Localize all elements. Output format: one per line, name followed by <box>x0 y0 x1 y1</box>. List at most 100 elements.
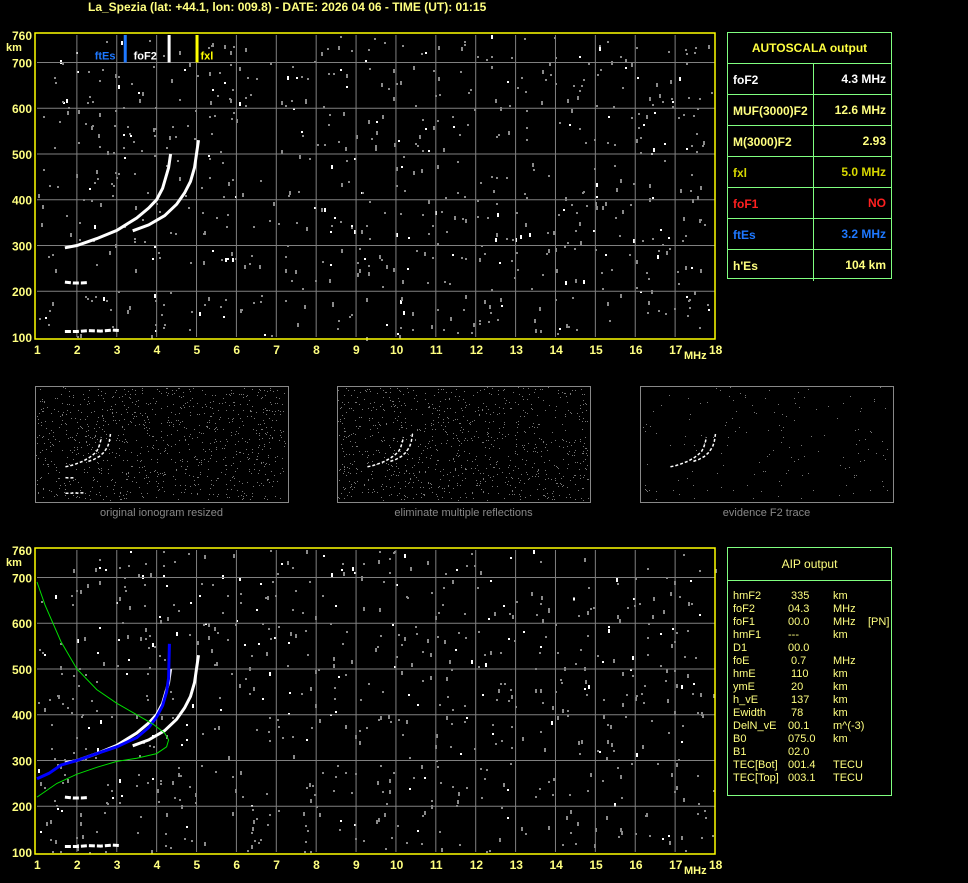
noise-dot <box>371 410 372 411</box>
aip-value: 003.1 <box>788 772 816 784</box>
noise-dot <box>249 263 251 265</box>
noise-dot <box>414 465 415 466</box>
noise-dot <box>252 406 253 407</box>
noise-dot <box>215 423 216 424</box>
noise-dot <box>226 465 227 466</box>
noise-dot <box>397 407 398 408</box>
autoscala-key: MUF(3000)F2 <box>733 104 808 118</box>
noise-dot <box>512 491 513 492</box>
noise-dot <box>391 475 392 476</box>
noise-dot <box>389 572 391 574</box>
noise-dot <box>467 460 468 461</box>
noise-dot <box>570 480 571 481</box>
noise-dot <box>512 490 513 491</box>
autoscala-value: NO <box>813 188 886 219</box>
noise-dot <box>106 438 107 439</box>
noise-dot <box>236 451 237 452</box>
noise-dot <box>459 396 460 397</box>
noise-dot <box>81 487 82 488</box>
noise-dot <box>379 255 381 259</box>
noise-dot <box>614 803 616 807</box>
noise-dot <box>389 790 391 794</box>
noise-dot <box>282 737 284 739</box>
noise-dot <box>774 412 775 413</box>
noise-dot <box>265 395 266 396</box>
noise-dot <box>240 452 241 453</box>
noise-dot <box>107 486 108 487</box>
noise-dot <box>345 725 347 729</box>
noise-dot <box>224 448 225 449</box>
noise-dot <box>249 469 250 470</box>
noise-dot <box>62 414 63 415</box>
noise-dot <box>83 455 84 456</box>
noise-dot <box>419 429 420 430</box>
noise-dot <box>392 624 394 626</box>
noise-dot <box>553 496 554 497</box>
noise-dot <box>370 429 371 430</box>
noise-dot <box>685 235 687 237</box>
noise-dot <box>230 480 231 481</box>
noise-dot <box>428 407 429 408</box>
noise-dot <box>574 455 575 456</box>
noise-dot <box>67 410 68 411</box>
noise-dot <box>253 820 255 824</box>
noise-dot <box>141 447 142 448</box>
noise-dot <box>243 453 244 454</box>
noise-dot <box>220 441 221 442</box>
noise-dot <box>587 465 588 466</box>
noise-dot <box>548 478 549 479</box>
noise-dot <box>368 479 369 480</box>
noise-dot <box>163 327 165 329</box>
noise-dot <box>146 403 147 404</box>
noise-dot <box>368 683 370 685</box>
noise-dot <box>203 624 205 626</box>
noise-dot <box>673 490 674 491</box>
noise-dot <box>380 635 382 637</box>
noise-dot <box>231 432 232 433</box>
noise-dot <box>135 394 136 395</box>
noise-dot <box>525 412 526 413</box>
noise-dot <box>824 435 825 436</box>
noise-dot <box>801 445 802 446</box>
noise-dot <box>87 445 88 446</box>
noise-dot <box>211 480 212 481</box>
noise-dot <box>587 421 588 422</box>
noise-dot <box>635 578 637 580</box>
noise-dot <box>119 567 121 569</box>
noise-dot <box>59 427 60 428</box>
noise-dot <box>501 740 503 742</box>
noise-dot <box>649 835 651 837</box>
noise-dot <box>299 155 301 159</box>
noise-dot <box>157 472 158 473</box>
noise-dot <box>95 568 97 572</box>
noise-dot <box>324 144 326 146</box>
noise-dot <box>386 265 388 269</box>
y-tick-label: 400 <box>12 194 32 208</box>
noise-dot <box>397 388 398 389</box>
noise-dot <box>77 449 78 450</box>
noise-dot <box>111 183 113 185</box>
noise-dot <box>565 430 566 431</box>
noise-dot <box>425 472 426 473</box>
noise-dot <box>51 491 52 492</box>
noise-dot <box>239 67 241 71</box>
noise-dot <box>396 233 398 237</box>
noise-dot <box>378 432 379 433</box>
noise-dot <box>451 392 452 393</box>
noise-dot <box>695 657 697 659</box>
noise-dot <box>499 262 501 264</box>
noise-dot <box>144 605 146 607</box>
noise-dot <box>431 592 433 594</box>
noise-dot <box>162 487 163 488</box>
noise-dot <box>302 612 304 614</box>
noise-dot <box>219 403 220 404</box>
noise-dot <box>69 396 70 397</box>
noise-dot <box>231 489 232 490</box>
noise-dot <box>466 497 467 498</box>
noise-dot <box>213 485 214 486</box>
noise-dot <box>288 195 290 197</box>
noise-dot <box>272 437 273 438</box>
noise-dot <box>404 473 405 474</box>
noise-dot <box>112 413 113 414</box>
noise-dot <box>516 212 518 214</box>
